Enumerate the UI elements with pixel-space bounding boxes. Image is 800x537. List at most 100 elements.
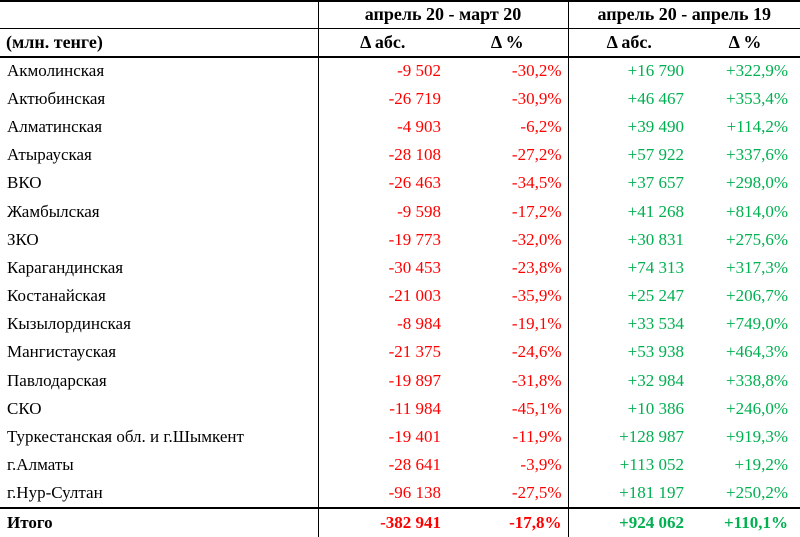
table-row: г.Нур-Султан -96 138 -27,5% +181 197 +25… (0, 479, 800, 508)
year-pct-cell: +298,0% (726, 173, 788, 193)
header-period-groups: апрель 20 - март 20 апрель 20 - апрель 1… (0, 1, 800, 29)
table-row: Жамбылская -9 598 -17,2% +41 268 +814,0% (0, 197, 800, 227)
month-abs-cell: -19 401 (317, 423, 447, 452)
year-abs-cell: +41 268 (567, 197, 690, 227)
year-pct-cell: +337,6% (726, 145, 788, 165)
year-abs-cell: +74 313 (567, 254, 690, 283)
year-abs-cell: +16 790 (567, 57, 690, 86)
year-pct-cell: +317,3% (726, 257, 788, 277)
header-sub-columns: (млн. тенге) Δ абс. Δ % Δ абс. Δ % (0, 28, 800, 58)
month-pct-cell: -19,1% (511, 314, 562, 334)
table-row: ЗКО -19 773 -32,0% +30 831 +275,6% (0, 226, 800, 255)
month-pct-cell: -23,8% (511, 257, 562, 277)
region-name: Кызылординская (7, 314, 131, 334)
month-abs-cell: -9 502 (317, 57, 447, 86)
region-name: Атырауская (7, 145, 92, 165)
month-pct-cell: -34,5% (511, 173, 562, 193)
region-name: Туркестанская обл. и г.Шымкент (7, 426, 244, 446)
month-abs-cell: -26 719 (317, 85, 447, 114)
region-name: Актюбинская (7, 88, 106, 108)
month-pct-cell: -3,9% (520, 455, 562, 475)
table-row: Атырауская -28 108 -27,2% +57 922 +337,6… (0, 141, 800, 170)
month-pct-cell: -24,6% (511, 342, 562, 362)
month-abs-cell: -11 984 (317, 395, 447, 424)
table-row: г.Алматы -28 641 -3,9% +113 052 +19,2% (0, 451, 800, 480)
month-abs-cell: -19 773 (317, 226, 447, 255)
region-name: ВКО (7, 173, 42, 193)
month-pct-cell: -31,8% (511, 370, 562, 390)
col-header-month-pct: Δ % (447, 28, 568, 58)
region-name: г.Алматы (7, 455, 74, 475)
region-name: ЗКО (7, 229, 39, 249)
region-name: Костанайская (7, 286, 106, 306)
year-abs-cell: +57 922 (567, 141, 690, 170)
year-abs-cell: +46 467 (567, 85, 690, 114)
col-header-year-pct: Δ % (690, 28, 800, 58)
month-pct-cell: -27,5% (511, 482, 562, 502)
table-row: Алматинская -4 903 -6,2% +39 490 +114,2% (0, 113, 800, 142)
col-header-year-abs: Δ абс. (567, 28, 690, 58)
corner-cell (0, 1, 318, 29)
region-name: Акмолинская (7, 61, 105, 81)
month-abs-cell: -9 598 (317, 197, 447, 227)
totals-month-pct: -17,8% (447, 506, 568, 537)
year-pct-cell: +275,6% (726, 229, 788, 249)
table-row: Костанайская -21 003 -35,9% +25 247 +206… (0, 282, 800, 311)
region-name: Павлодарская (7, 370, 107, 390)
year-pct-cell: +19,2% (734, 455, 789, 475)
region-name: Карагандинская (7, 257, 124, 277)
year-pct-cell: +206,7% (726, 286, 788, 306)
table-row: СКО -11 984 -45,1% +10 386 +246,0% (0, 395, 800, 424)
month-pct-cell: -35,9% (511, 286, 562, 306)
month-pct-cell: -30,2% (511, 61, 562, 81)
month-pct-cell: -11,9% (512, 426, 562, 446)
year-pct-cell: +814,0% (726, 201, 788, 221)
year-abs-cell: +181 197 (567, 479, 690, 508)
table-row: Туркестанская обл. и г.Шымкент -19 401 -… (0, 423, 800, 452)
month-pct-cell: -27,2% (511, 145, 562, 165)
year-pct-cell: +246,0% (726, 398, 788, 418)
year-abs-cell: +30 831 (567, 226, 690, 255)
region-name: Жамбылская (7, 201, 100, 221)
totals-row: Итого -382 941 -17,8% +924 062 +110,1% (0, 506, 800, 537)
totals-label: Итого (0, 506, 318, 537)
year-pct-cell: +322,9% (726, 61, 788, 81)
period-group-year: апрель 20 - апрель 19 (567, 1, 800, 29)
year-abs-cell: +10 386 (567, 395, 690, 424)
month-pct-cell: -6,2% (520, 117, 562, 137)
year-pct-cell: +114,2% (726, 117, 788, 137)
year-abs-cell: +113 052 (567, 451, 690, 480)
month-abs-cell: -26 463 (317, 169, 447, 198)
month-abs-cell: -21 003 (317, 282, 447, 311)
period-group-month: апрель 20 - март 20 (317, 1, 568, 29)
totals-month-abs: -382 941 (317, 506, 447, 537)
table-row: Акмолинская -9 502 -30,2% +16 790 +322,9… (0, 57, 800, 86)
month-abs-cell: -96 138 (317, 479, 447, 508)
year-abs-cell: +53 938 (567, 338, 690, 367)
year-abs-cell: +33 534 (567, 310, 690, 339)
table-row: Актюбинская -26 719 -30,9% +46 467 +353,… (0, 85, 800, 114)
year-abs-cell: +128 987 (567, 423, 690, 452)
year-abs-cell: +37 657 (567, 169, 690, 198)
month-abs-cell: -30 453 (317, 254, 447, 283)
region-name: СКО (7, 398, 42, 418)
month-abs-cell: -19 897 (317, 366, 447, 396)
table-row: Мангистауская -21 375 -24,6% +53 938 +46… (0, 338, 800, 367)
table-row: Карагандинская -30 453 -23,8% +74 313 +3… (0, 254, 800, 283)
month-abs-cell: -28 641 (317, 451, 447, 480)
year-pct-cell: +464,3% (726, 342, 788, 362)
month-abs-cell: -8 984 (317, 310, 447, 339)
table-row: Кызылординская -8 984 -19,1% +33 534 +74… (0, 310, 800, 339)
year-abs-cell: +25 247 (567, 282, 690, 311)
year-pct-cell: +353,4% (726, 88, 788, 108)
year-pct-cell: +749,0% (726, 314, 788, 334)
year-pct-cell: +250,2% (726, 482, 788, 502)
month-abs-cell: -21 375 (317, 338, 447, 367)
month-pct-cell: -17,2% (511, 201, 562, 221)
month-pct-cell: -45,1% (511, 398, 562, 418)
region-name: Алматинская (7, 117, 103, 137)
year-pct-cell: +338,8% (726, 370, 788, 390)
totals-year-abs: +924 062 (567, 506, 690, 537)
month-abs-cell: -4 903 (317, 113, 447, 142)
